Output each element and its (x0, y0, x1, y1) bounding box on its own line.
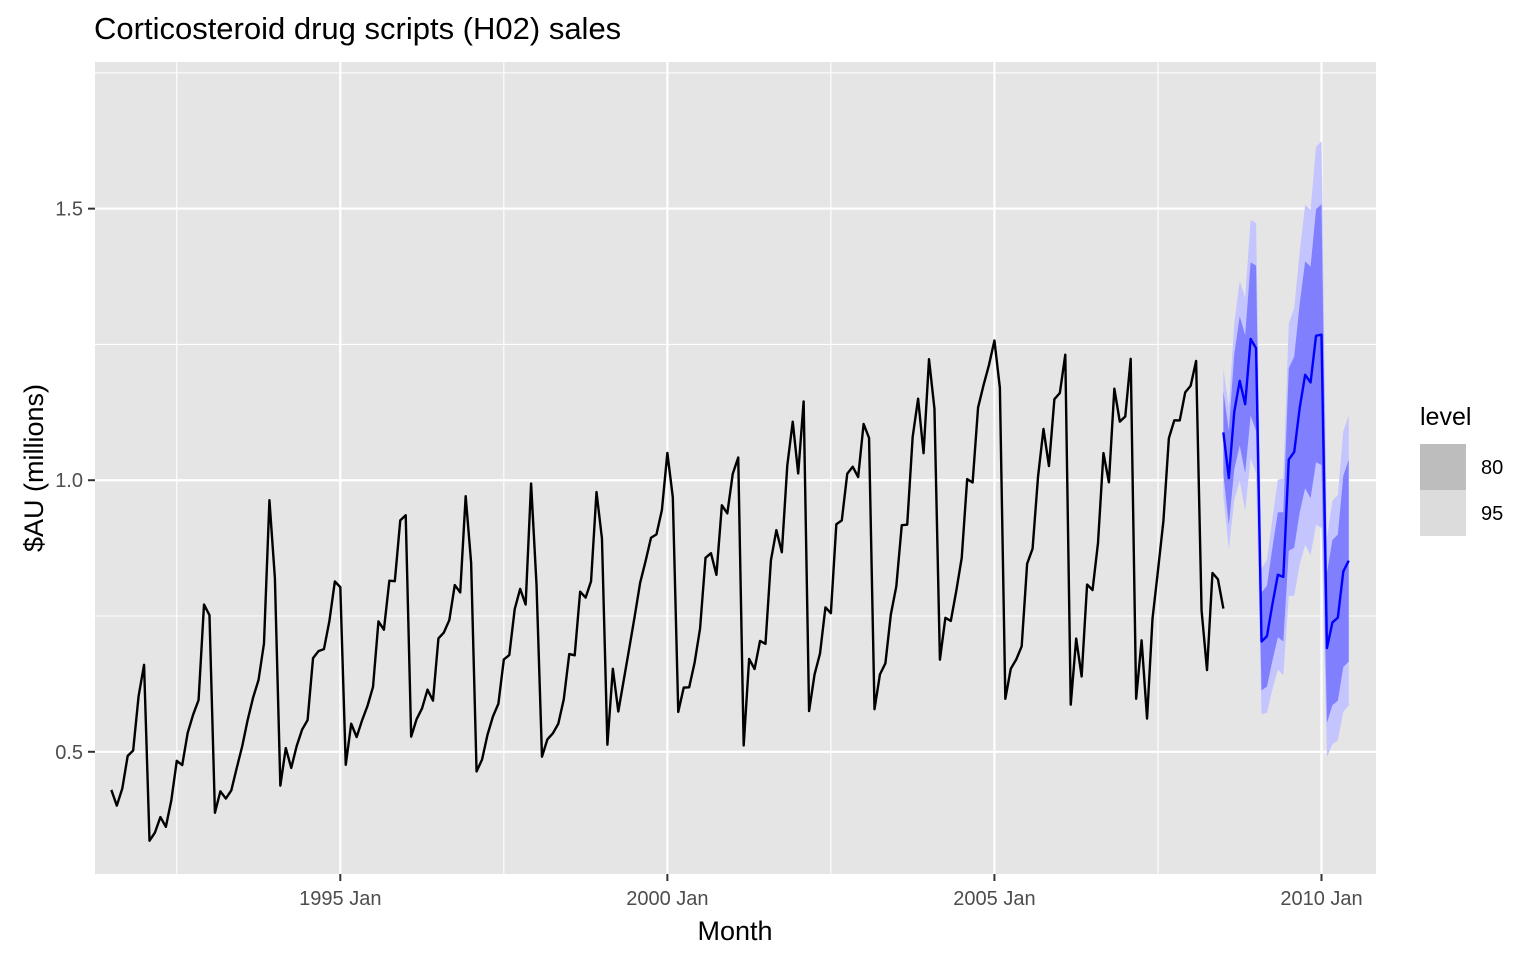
history-line (110, 339, 1225, 842)
x-axis-title: Month (697, 916, 772, 946)
chart-title: Corticosteroid drug scripts (H02) sales (94, 11, 621, 46)
legend-label-95: 95 (1481, 503, 1503, 525)
legend: level 80 95 (1420, 403, 1503, 536)
y-tick-label: 1.0 (55, 470, 83, 492)
history-series (110, 339, 1225, 842)
legend-key-80 (1420, 444, 1466, 490)
x-axis: 1995 Jan 2000 Jan 2005 Jan 2010 Jan (299, 874, 1363, 910)
y-tick-label: 0.5 (55, 742, 83, 764)
legend-title: level (1420, 403, 1471, 431)
legend-key-95 (1420, 490, 1466, 536)
y-tick-label: 1.5 (55, 199, 83, 221)
legend-label-80: 80 (1481, 457, 1503, 479)
forecast-series (1222, 333, 1350, 650)
prediction-interval-80 (1223, 204, 1349, 724)
x-tick-label: 2010 Jan (1280, 888, 1362, 910)
x-tick-label: 2005 Jan (953, 888, 1035, 910)
y-axis-title: $AU (millions) (19, 384, 49, 552)
interval-80-band (1223, 204, 1349, 724)
forecast-mean-line (1222, 333, 1350, 650)
x-tick-label: 2000 Jan (626, 888, 708, 910)
x-tick-label: 1995 Jan (299, 888, 381, 910)
y-axis: 0.5 1.0 1.5 (55, 199, 95, 764)
